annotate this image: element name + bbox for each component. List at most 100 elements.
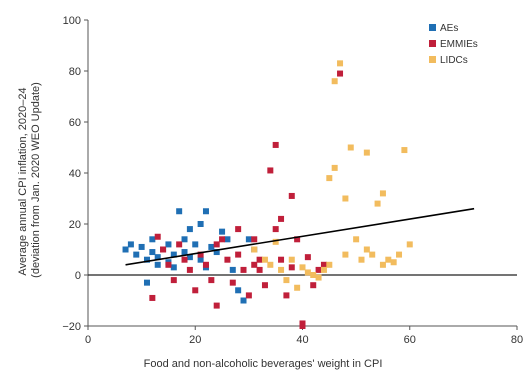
point-emmies <box>186 266 193 273</box>
point-aes <box>154 261 161 268</box>
point-emmies <box>278 215 285 222</box>
point-aes <box>149 236 156 243</box>
point-emmies <box>213 302 220 309</box>
point-aes <box>181 249 188 256</box>
point-lidcs <box>342 195 349 202</box>
y-tick-label: 40 <box>69 168 81 180</box>
y-axis-label-line-1: Average annual CPI inflation, 2020–24 <box>17 87 29 275</box>
x-tick-label: 60 <box>404 334 416 346</box>
point-emmies <box>170 277 177 284</box>
point-lidcs <box>310 272 317 278</box>
point-emmies <box>288 264 295 271</box>
point-emmies <box>229 279 236 286</box>
point-aes <box>235 287 242 294</box>
point-lidcs <box>278 266 285 273</box>
point-emmies <box>283 292 290 299</box>
x-tick-label: 0 <box>85 334 91 346</box>
point-aes <box>170 251 177 258</box>
point-lidcs <box>363 246 370 253</box>
point-emmies <box>208 277 215 284</box>
point-aes <box>213 249 220 256</box>
point-emmies <box>256 266 263 273</box>
point-lidcs <box>261 256 268 263</box>
point-emmies <box>304 254 311 261</box>
legend-swatch-lidcs <box>429 56 436 63</box>
point-aes <box>143 256 150 263</box>
point-aes <box>186 226 193 233</box>
point-lidcs <box>304 269 311 276</box>
point-emmies <box>165 261 172 268</box>
y-tick-label: 80 <box>69 66 81 78</box>
point-aes <box>197 221 204 227</box>
y-tick-label: 0 <box>75 270 81 282</box>
point-emmies <box>251 236 258 243</box>
point-lidcs <box>406 241 413 248</box>
point-lidcs <box>369 251 376 258</box>
point-aes <box>224 236 231 243</box>
point-emmies <box>310 282 317 289</box>
legend: AEs EMMIEs LIDCs <box>429 23 478 66</box>
point-aes <box>181 236 188 243</box>
point-emmies <box>219 236 226 243</box>
point-lidcs <box>337 60 344 67</box>
y-tick-label: 60 <box>69 117 81 129</box>
point-emmies <box>213 241 220 248</box>
point-emmies <box>256 256 263 263</box>
point-emmies <box>288 192 295 199</box>
point-lidcs <box>288 256 295 263</box>
point-lidcs <box>358 256 365 263</box>
point-emmies <box>176 241 183 248</box>
legend-swatch-emmies <box>429 40 436 47</box>
point-emmies <box>320 261 327 268</box>
point-lidcs <box>374 200 381 207</box>
x-tick-label: 40 <box>296 334 308 346</box>
point-emmies <box>240 266 247 273</box>
point-emmies <box>197 251 204 258</box>
point-aes <box>165 241 172 248</box>
point-lidcs <box>326 175 333 182</box>
point-aes <box>154 254 161 261</box>
point-emmies <box>299 323 306 329</box>
legend-swatch-aes <box>429 24 436 31</box>
point-lidcs <box>353 236 360 243</box>
point-lidcs <box>267 261 274 268</box>
point-lidcs <box>385 256 392 263</box>
point-lidcs <box>251 246 258 253</box>
point-emmies <box>224 256 231 263</box>
y-ticks: −20 0 20 40 60 80 100 <box>62 15 88 333</box>
point-emmies <box>251 261 258 268</box>
point-aes <box>122 246 129 253</box>
point-aes <box>170 264 177 271</box>
y-axis-label-line-2: (deviation from Jan. 2020 WEO Update) <box>30 82 42 278</box>
point-aes <box>138 243 145 250</box>
point-aes <box>229 266 236 273</box>
point-lidcs <box>379 190 386 197</box>
point-aes <box>176 208 183 215</box>
point-aes <box>127 241 134 248</box>
point-emmies <box>272 141 279 148</box>
point-emmies <box>154 233 161 240</box>
y-tick-label: 20 <box>69 219 81 231</box>
x-axis-label: Food and non-alcoholic beverages' weight… <box>144 358 383 370</box>
point-emmies <box>278 256 285 263</box>
point-emmies <box>160 246 167 253</box>
point-emmies <box>192 287 199 294</box>
point-aes <box>202 208 209 215</box>
point-aes <box>192 241 199 248</box>
point-aes <box>186 254 193 261</box>
point-aes <box>133 251 140 258</box>
plot-area: −20 0 20 40 60 80 100 0 20 40 60 80 <box>62 15 523 346</box>
legend-label-lidcs: LIDCs <box>440 55 468 66</box>
point-aes <box>240 297 247 304</box>
x-tick-label: 20 <box>189 334 201 346</box>
point-emmies <box>272 226 279 233</box>
data-points <box>122 60 413 329</box>
point-emmies <box>235 251 242 258</box>
y-tick-label: 100 <box>63 15 81 27</box>
point-lidcs <box>272 238 279 245</box>
legend-label-aes: AEs <box>440 23 458 34</box>
point-aes <box>143 279 150 286</box>
point-emmies <box>149 294 156 301</box>
point-lidcs <box>342 251 349 258</box>
